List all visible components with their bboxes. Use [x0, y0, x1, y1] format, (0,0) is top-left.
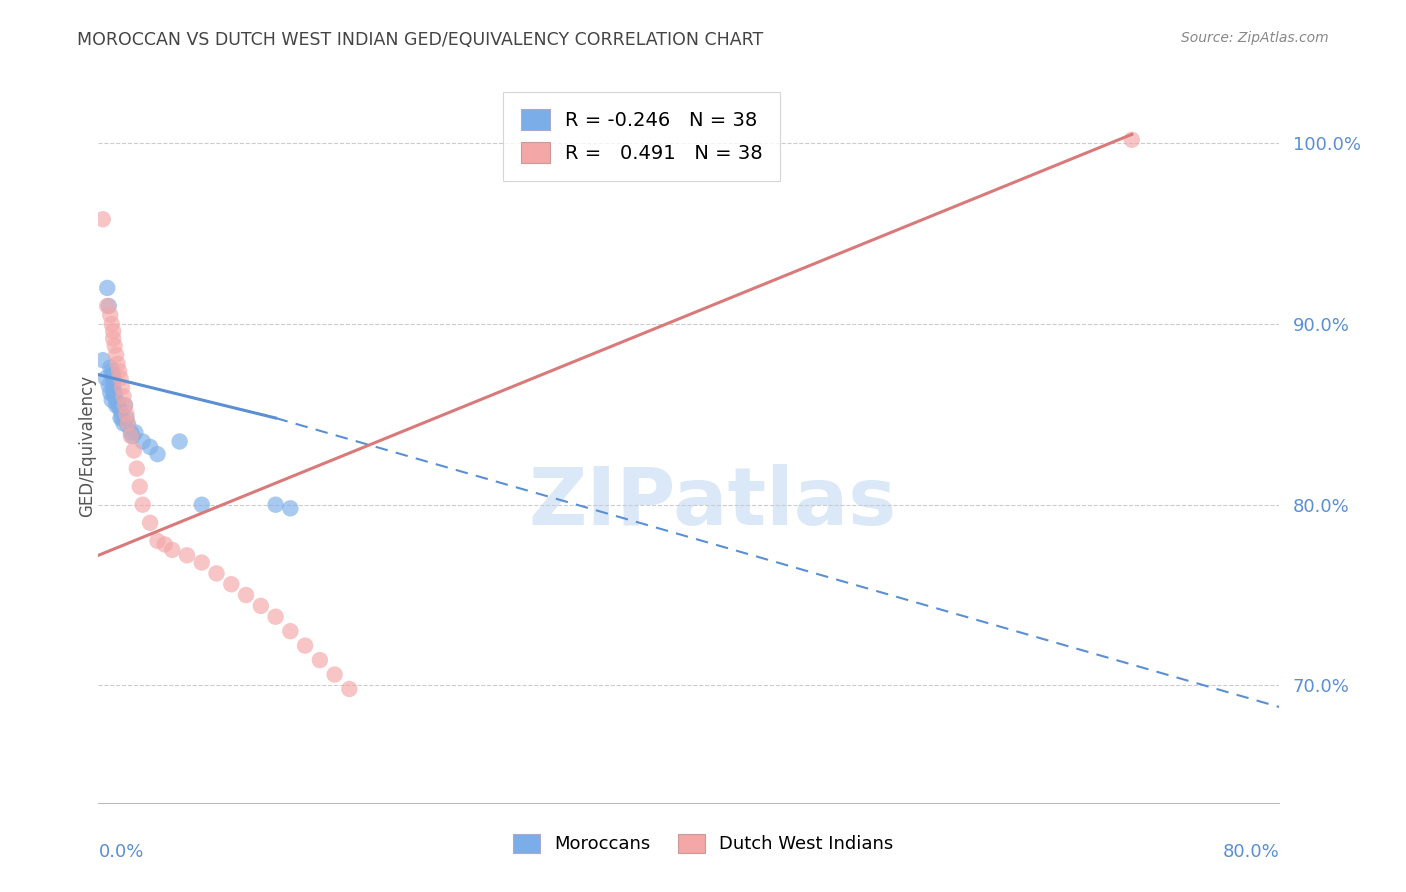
Point [105, 392, 128, 407]
Point [191, 498, 214, 512]
Point [104, 389, 127, 403]
Point [115, 411, 138, 425]
Point [250, 599, 273, 613]
Point [1121, 133, 1143, 147]
Point [104, 339, 127, 353]
Point [264, 498, 287, 512]
Point [111, 380, 134, 394]
Point [280, 624, 302, 639]
Point [125, 461, 148, 475]
Point [98, 385, 121, 400]
Point [104, 385, 127, 400]
Point [96, 299, 118, 313]
Point [162, 542, 183, 557]
Point [153, 537, 176, 551]
Point [100, 368, 122, 382]
Point [191, 556, 214, 570]
Text: 80.0%: 80.0% [1223, 843, 1279, 861]
Point [108, 400, 131, 414]
Point [110, 404, 132, 418]
Point [103, 324, 125, 338]
Text: Source: ZipAtlas.com: Source: ZipAtlas.com [1181, 31, 1329, 45]
Point [132, 434, 155, 449]
Point [91, 353, 114, 368]
Point [105, 398, 128, 412]
Point [115, 408, 138, 422]
Point [108, 364, 131, 378]
Point [264, 609, 287, 624]
Point [110, 371, 132, 385]
Point [132, 498, 155, 512]
Point [294, 639, 316, 653]
Point [103, 331, 125, 345]
Point [309, 653, 332, 667]
Point [221, 577, 243, 591]
Point [339, 681, 361, 696]
Point [205, 566, 228, 581]
Point [107, 357, 129, 371]
Point [110, 411, 132, 425]
Point [114, 398, 136, 412]
Point [103, 385, 125, 400]
Point [112, 417, 135, 431]
Point [91, 212, 114, 227]
Point [280, 501, 302, 516]
Point [323, 667, 346, 681]
Point [139, 440, 162, 454]
Y-axis label: GED/Equivalency: GED/Equivalency [79, 375, 96, 517]
Legend: Moroccans, Dutch West Indians: Moroccans, Dutch West Indians [506, 826, 900, 861]
Point [169, 434, 191, 449]
Point [122, 443, 145, 458]
Point [97, 299, 120, 313]
Point [139, 516, 162, 530]
Point [94, 371, 117, 385]
Point [117, 417, 139, 431]
Point [114, 398, 136, 412]
Point [120, 429, 142, 443]
Point [103, 380, 125, 394]
Point [103, 371, 125, 385]
Point [100, 364, 122, 378]
Point [124, 425, 146, 440]
Point [121, 429, 143, 443]
Point [111, 411, 134, 425]
Text: 0.0%: 0.0% [98, 843, 143, 861]
Point [235, 588, 257, 602]
Point [146, 447, 169, 461]
Point [96, 281, 118, 295]
Point [98, 308, 121, 322]
Point [100, 392, 122, 407]
Point [103, 368, 125, 382]
Legend: R = -0.246   N = 38, R =   0.491   N = 38: R = -0.246 N = 38, R = 0.491 N = 38 [503, 92, 780, 181]
Point [98, 360, 121, 375]
Point [100, 317, 122, 331]
Point [107, 396, 129, 410]
Point [128, 480, 150, 494]
Point [105, 348, 128, 362]
Point [103, 375, 125, 389]
Point [117, 418, 139, 433]
Point [146, 533, 169, 548]
Point [120, 425, 142, 440]
Point [97, 378, 120, 392]
Text: ZIPatlas: ZIPatlas [529, 464, 897, 542]
Point [112, 389, 135, 403]
Point [176, 549, 198, 563]
Text: MOROCCAN VS DUTCH WEST INDIAN GED/EQUIVALENCY CORRELATION CHART: MOROCCAN VS DUTCH WEST INDIAN GED/EQUIVA… [77, 31, 763, 49]
